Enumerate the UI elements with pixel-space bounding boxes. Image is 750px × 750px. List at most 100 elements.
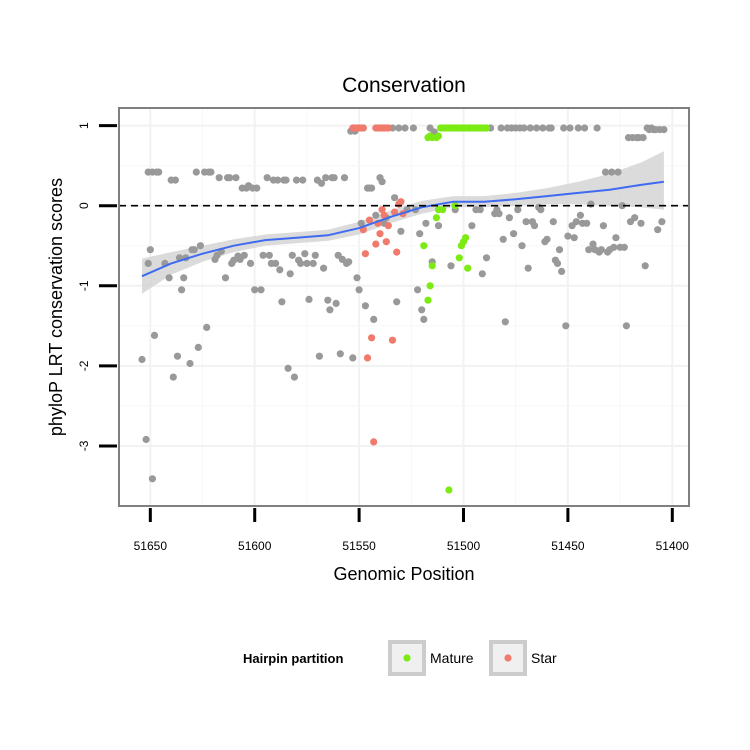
data-point-other xyxy=(391,194,399,202)
data-point-other xyxy=(409,124,417,132)
data-point-other xyxy=(658,218,666,226)
data-point-other xyxy=(478,270,486,278)
chart-title: Conservation xyxy=(342,74,466,97)
x-tick-label: 51400 xyxy=(656,539,690,553)
data-point-other xyxy=(345,258,353,266)
data-point-other xyxy=(414,286,422,294)
data-point-other xyxy=(326,306,334,314)
data-point-other xyxy=(530,222,539,230)
data-point-other xyxy=(420,315,428,323)
data-point-other xyxy=(526,124,534,132)
data-point-other xyxy=(282,176,290,184)
data-point-other xyxy=(555,246,564,254)
data-point-other xyxy=(370,315,378,323)
data-point-other xyxy=(259,251,267,259)
y-tick-label: -3 xyxy=(77,440,91,451)
data-point-other xyxy=(533,124,541,132)
legend-dot-mature xyxy=(403,654,411,662)
data-point-other xyxy=(303,259,311,267)
data-point-other xyxy=(142,435,150,444)
plot-border xyxy=(118,107,690,507)
data-point-other xyxy=(576,211,585,219)
data-point-other xyxy=(322,174,330,182)
data-point-other xyxy=(522,218,530,226)
data-point-star xyxy=(368,334,376,342)
data-point-other xyxy=(171,176,179,184)
data-point-mature xyxy=(426,282,434,290)
legend: Hairpin partition Mature Star xyxy=(243,640,557,676)
y-tick-label: -1 xyxy=(77,280,91,291)
data-point-mature xyxy=(455,254,463,262)
data-point-other xyxy=(395,124,403,132)
data-point-other xyxy=(514,206,522,214)
data-point-other xyxy=(593,124,601,132)
x-axis-title: Genomic Position xyxy=(333,564,474,584)
data-point-other xyxy=(305,295,313,303)
data-point-other xyxy=(599,222,608,230)
data-point-other xyxy=(570,234,578,242)
data-point-other xyxy=(372,211,380,219)
data-point-other xyxy=(583,219,591,227)
data-point-other xyxy=(353,274,361,282)
data-point-other xyxy=(349,354,357,362)
y-tick-label: -2 xyxy=(77,360,91,371)
data-point-other xyxy=(549,218,557,226)
data-point-other xyxy=(562,322,570,330)
data-point-other xyxy=(587,200,595,208)
data-point-other xyxy=(585,246,593,254)
trend-line xyxy=(141,180,665,278)
data-point-mature xyxy=(428,262,436,270)
data-point-other xyxy=(416,230,424,238)
data-point-other xyxy=(418,306,426,314)
data-point-mature xyxy=(464,264,472,272)
legend-entry-star: Star xyxy=(489,640,557,676)
data-point-mature xyxy=(424,296,432,304)
data-point-other xyxy=(215,174,223,182)
data-point-other xyxy=(520,124,528,132)
data-point-other xyxy=(186,359,194,368)
data-point-star xyxy=(370,438,378,446)
data-point-other xyxy=(290,373,298,381)
data-point-star xyxy=(376,230,384,238)
data-point-other xyxy=(284,364,292,372)
data-point-other xyxy=(155,168,163,176)
data-point-other xyxy=(422,219,430,227)
data-point-other xyxy=(589,240,597,248)
points-layer xyxy=(138,124,668,494)
data-point-other xyxy=(292,176,301,184)
data-point-other xyxy=(558,267,566,275)
data-point-other xyxy=(518,242,526,250)
data-point-other xyxy=(618,202,626,210)
data-point-other xyxy=(564,232,572,240)
data-point-other xyxy=(190,246,198,254)
data-point-other xyxy=(146,246,154,254)
data-point-other xyxy=(560,124,568,132)
data-point-other xyxy=(276,266,284,274)
data-point-other xyxy=(495,210,503,218)
data-point-other xyxy=(660,126,668,134)
x-tick-label: 51650 xyxy=(134,539,168,553)
data-point-other xyxy=(317,179,326,187)
data-point-other xyxy=(288,251,296,259)
data-point-star xyxy=(359,124,367,132)
data-point-other xyxy=(361,302,369,310)
data-point-other xyxy=(257,286,265,294)
data-point-other xyxy=(378,178,386,186)
data-point-other xyxy=(641,262,649,270)
data-point-other xyxy=(240,251,248,259)
data-point-other xyxy=(196,242,204,250)
data-point-star xyxy=(361,250,369,258)
data-point-other xyxy=(612,234,620,242)
data-point-other xyxy=(639,134,647,142)
data-point-other xyxy=(173,352,182,360)
x-tick-label: 51600 xyxy=(238,539,272,553)
data-point-star xyxy=(384,124,392,132)
data-point-mature xyxy=(462,234,470,242)
y-tick-label: 1 xyxy=(77,122,91,129)
data-point-other xyxy=(265,251,273,259)
data-point-mature xyxy=(432,214,440,222)
data-point-other xyxy=(499,235,507,243)
data-point-other xyxy=(320,264,328,272)
data-point-other xyxy=(301,250,309,258)
